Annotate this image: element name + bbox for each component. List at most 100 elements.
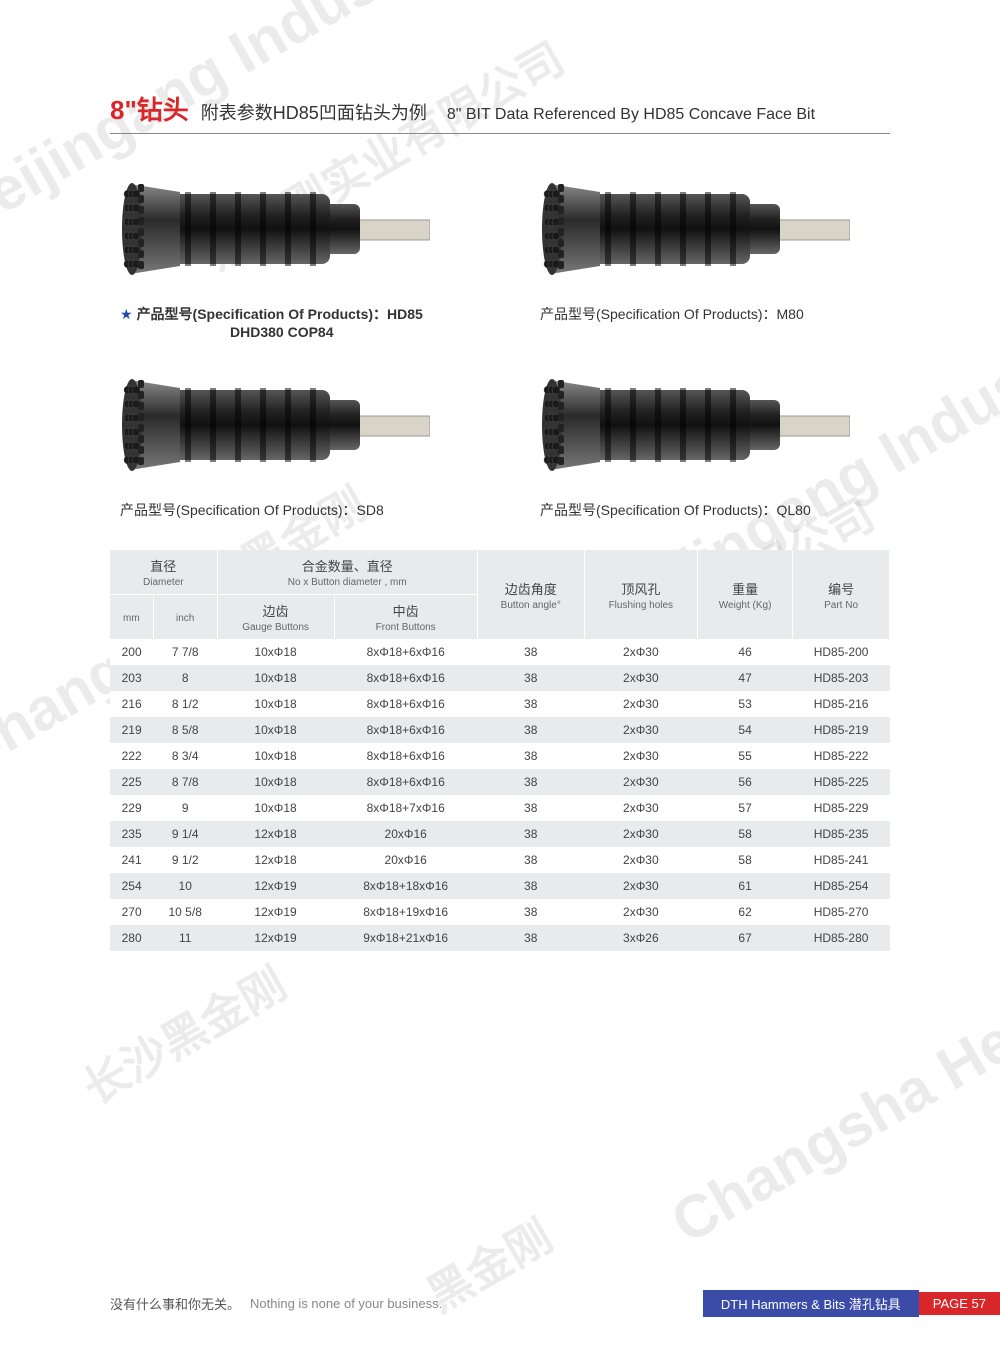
- th-angle: 边齿角度 Button angle°: [477, 550, 584, 639]
- page-footer: 没有什么事和你无关。 Nothing is none of your busin…: [110, 1290, 1000, 1317]
- table-cell-weight: 56: [698, 769, 793, 795]
- table-cell-angle: 38: [477, 665, 584, 691]
- table-row: 2007 7/810xΦ188xΦ18+6xΦ16382xΦ3046HD85-2…: [110, 639, 890, 665]
- table-cell-weight: 53: [698, 691, 793, 717]
- table-cell-part: HD85-225: [793, 769, 890, 795]
- table-cell-flush: 2xΦ30: [584, 665, 697, 691]
- th-inch: inch: [153, 595, 217, 640]
- table-row: 2258 7/810xΦ188xΦ18+6xΦ16382xΦ3056HD85-2…: [110, 769, 890, 795]
- catalog-page: 8"钻头 附表参数HD85凹面钻头为例 8" BIT Data Referenc…: [0, 0, 1000, 1001]
- table-cell-weight: 61: [698, 873, 793, 899]
- th-part: 编号 Part No: [793, 550, 890, 639]
- table-cell-inch: 7 7/8: [153, 639, 217, 665]
- table-cell-front: 20xΦ16: [334, 821, 477, 847]
- footer-quote-en: Nothing is none of your business.: [250, 1296, 442, 1311]
- table-cell-angle: 38: [477, 639, 584, 665]
- drill-bit-image: [110, 360, 430, 490]
- table-cell-front: 8xΦ18+18xΦ16: [334, 873, 477, 899]
- table-row: 2801112xΦ199xΦ18+21xΦ16383xΦ2667HD85-280: [110, 925, 890, 951]
- table-cell-part: HD85-203: [793, 665, 890, 691]
- table-cell-front: 8xΦ18+7xΦ16: [334, 795, 477, 821]
- table-cell-mm: 203: [110, 665, 153, 691]
- table-cell-inch: 9 1/4: [153, 821, 217, 847]
- table-cell-gauge: 12xΦ18: [217, 821, 334, 847]
- table-row: 2541012xΦ198xΦ18+18xΦ16382xΦ3061HD85-254: [110, 873, 890, 899]
- table-cell-part: HD85-254: [793, 873, 890, 899]
- table-cell-mm: 229: [110, 795, 153, 821]
- table-cell-part: HD85-270: [793, 899, 890, 925]
- table-cell-front: 8xΦ18+6xΦ16: [334, 769, 477, 795]
- th-gauge: 边齿 Gauge Buttons: [217, 595, 334, 640]
- product-item: 产品型号(Specification Of Products)：SD8: [110, 360, 470, 520]
- table-cell-weight: 58: [698, 821, 793, 847]
- title-subtitle-en: 8" BIT Data Referenced By HD85 Concave F…: [447, 106, 815, 124]
- table-row: 2228 3/410xΦ188xΦ18+6xΦ16382xΦ3055HD85-2…: [110, 743, 890, 769]
- table-cell-gauge: 10xΦ18: [217, 665, 334, 691]
- table-cell-weight: 62: [698, 899, 793, 925]
- table-cell-angle: 38: [477, 691, 584, 717]
- table-cell-angle: 38: [477, 847, 584, 873]
- table-cell-weight: 55: [698, 743, 793, 769]
- product-grid: ★产品型号(Specification Of Products)：HD85DHD…: [110, 164, 890, 520]
- table-row: 2168 1/210xΦ188xΦ18+6xΦ16382xΦ3053HD85-2…: [110, 691, 890, 717]
- table-cell-mm: 222: [110, 743, 153, 769]
- table-cell-weight: 54: [698, 717, 793, 743]
- table-cell-angle: 38: [477, 769, 584, 795]
- table-cell-angle: 38: [477, 795, 584, 821]
- drill-bit-image: [110, 164, 430, 294]
- table-cell-inch: 10: [153, 873, 217, 899]
- table-cell-part: HD85-219: [793, 717, 890, 743]
- product-spec-label: 产品型号(Specification Of Products)：SD8: [120, 500, 470, 520]
- table-cell-inch: 8 3/4: [153, 743, 217, 769]
- title-row: 8"钻头 附表参数HD85凹面钻头为例 8" BIT Data Referenc…: [110, 90, 890, 127]
- table-cell-gauge: 10xΦ18: [217, 639, 334, 665]
- table-cell-gauge: 10xΦ18: [217, 691, 334, 717]
- drill-bit-image: [530, 360, 850, 490]
- table-cell-inch: 8 5/8: [153, 717, 217, 743]
- footer-quote-cn: 没有什么事和你无关。: [110, 1294, 240, 1313]
- table-cell-mm: 270: [110, 899, 153, 925]
- spec-table: 直径 Diameter 合金数量、直径 No x Button diameter…: [110, 550, 890, 951]
- footer-category: DTH Hammers & Bits 潜孔钻具: [703, 1290, 919, 1317]
- table-cell-angle: 38: [477, 873, 584, 899]
- th-diameter: 直径 Diameter: [110, 550, 217, 595]
- table-cell-inch: 11: [153, 925, 217, 951]
- table-cell-part: HD85-280: [793, 925, 890, 951]
- table-cell-flush: 2xΦ30: [584, 743, 697, 769]
- table-cell-gauge: 12xΦ18: [217, 847, 334, 873]
- table-row: 203810xΦ188xΦ18+6xΦ16382xΦ3047HD85-203: [110, 665, 890, 691]
- table-row: 2359 1/412xΦ1820xΦ16382xΦ3058HD85-235: [110, 821, 890, 847]
- th-button-group: 合金数量、直径 No x Button diameter , mm: [217, 550, 477, 595]
- table-cell-inch: 9 1/2: [153, 847, 217, 873]
- table-cell-mm: 200: [110, 639, 153, 665]
- table-cell-angle: 38: [477, 899, 584, 925]
- table-cell-inch: 10 5/8: [153, 899, 217, 925]
- product-spec-label: 产品型号(Specification Of Products)：M80: [540, 304, 890, 324]
- product-spec-line2: DHD380 COP84: [230, 324, 470, 340]
- product-item: 产品型号(Specification Of Products)：QL80: [530, 360, 890, 520]
- table-cell-flush: 2xΦ30: [584, 691, 697, 717]
- title-main: 8"钻头: [110, 90, 189, 127]
- th-front: 中齿 Front Buttons: [334, 595, 477, 640]
- table-cell-front: 8xΦ18+6xΦ16: [334, 717, 477, 743]
- table-cell-front: 8xΦ18+6xΦ16: [334, 691, 477, 717]
- star-icon: ★: [120, 306, 133, 322]
- table-row: 27010 5/812xΦ198xΦ18+19xΦ16382xΦ3062HD85…: [110, 899, 890, 925]
- table-cell-part: HD85-222: [793, 743, 890, 769]
- table-cell-gauge: 12xΦ19: [217, 925, 334, 951]
- th-weight: 重量 Weight (Kg): [698, 550, 793, 639]
- product-item: ★产品型号(Specification Of Products)：HD85DHD…: [110, 164, 470, 340]
- table-cell-mm: 235: [110, 821, 153, 847]
- footer-page-number: PAGE 57: [919, 1292, 1000, 1315]
- table-cell-angle: 38: [477, 821, 584, 847]
- table-cell-inch: 9: [153, 795, 217, 821]
- table-cell-mm: 225: [110, 769, 153, 795]
- table-cell-gauge: 10xΦ18: [217, 717, 334, 743]
- table-cell-weight: 47: [698, 665, 793, 691]
- table-row: 2419 1/212xΦ1820xΦ16382xΦ3058HD85-241: [110, 847, 890, 873]
- table-cell-flush: 2xΦ30: [584, 769, 697, 795]
- table-cell-gauge: 10xΦ18: [217, 769, 334, 795]
- table-cell-part: HD85-229: [793, 795, 890, 821]
- drill-bit-image: [530, 164, 850, 294]
- table-cell-flush: 3xΦ26: [584, 925, 697, 951]
